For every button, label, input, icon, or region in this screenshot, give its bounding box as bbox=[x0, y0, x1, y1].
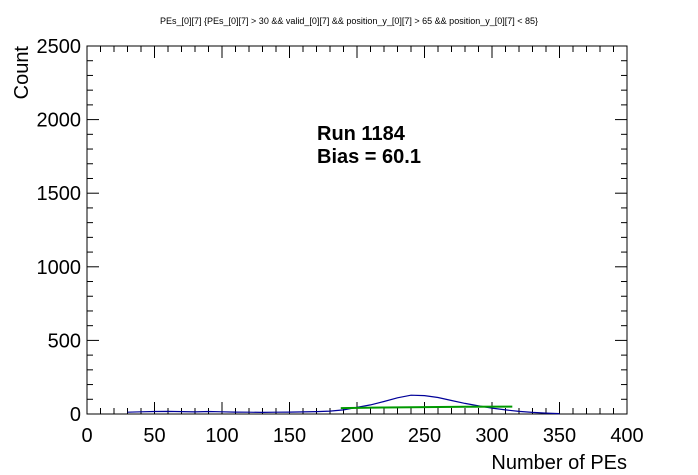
fit-curve bbox=[340, 405, 513, 410]
x-tick-label: 400 bbox=[610, 425, 643, 447]
y-tick-label: 1000 bbox=[37, 257, 82, 279]
y-tick-label: 0 bbox=[70, 404, 81, 426]
plot-frame bbox=[86, 45, 628, 415]
y-tick-label: 500 bbox=[48, 330, 81, 352]
x-tick-label: 150 bbox=[273, 425, 306, 447]
x-tick-label: 300 bbox=[475, 425, 508, 447]
x-tick-label: 0 bbox=[81, 425, 92, 447]
x-tick-label: 50 bbox=[143, 425, 165, 447]
run-label: Run 1184 bbox=[317, 123, 406, 145]
y-tick-label: 2000 bbox=[37, 110, 82, 132]
y-axis: 0 500 1000 1500 2000 2500 bbox=[37, 36, 627, 426]
chart-title: PEs_[0][7] {PEs_[0][7] > 30 && valid_[0]… bbox=[160, 16, 538, 26]
y-tick-label: 1500 bbox=[37, 183, 82, 205]
x-tick-label: 250 bbox=[408, 425, 441, 447]
x-tick-label: 200 bbox=[340, 425, 373, 447]
x-axis-label: Number of PEs bbox=[491, 452, 627, 474]
bias-label: Bias = 60.1 bbox=[317, 146, 421, 168]
y-axis-label: Count bbox=[11, 46, 33, 100]
x-tick-label: 100 bbox=[205, 425, 238, 447]
y-tick-label: 2500 bbox=[37, 36, 82, 58]
x-axis: 0 50 100 150 200 250 300 350 400 bbox=[81, 46, 644, 447]
x-tick-label: 350 bbox=[543, 425, 576, 447]
